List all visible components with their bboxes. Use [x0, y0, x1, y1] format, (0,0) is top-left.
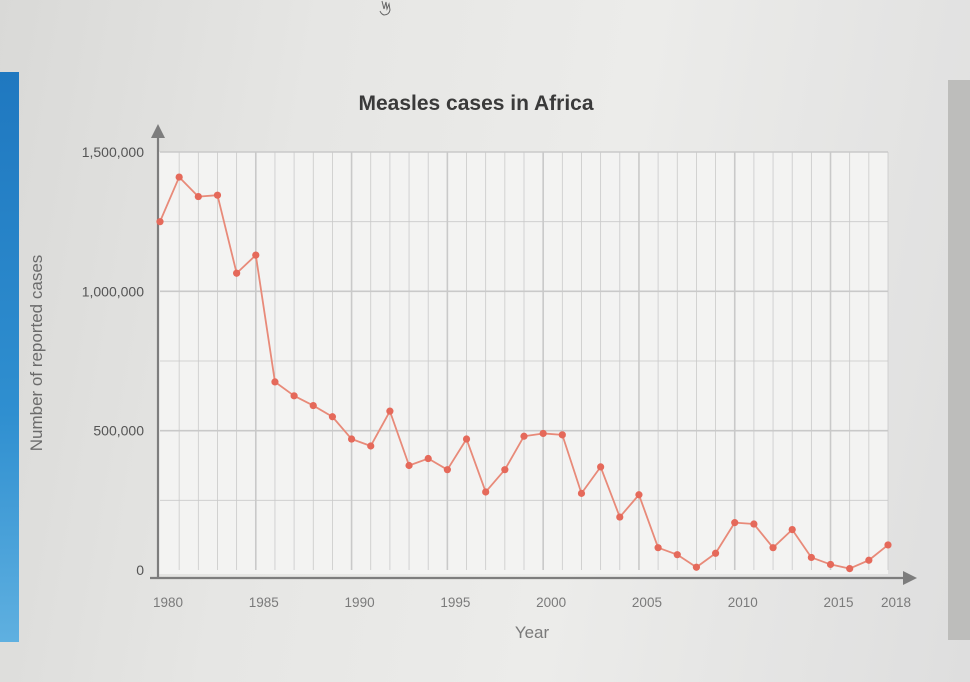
hand-cursor-icon: [379, 0, 391, 16]
data-point: [482, 488, 490, 496]
x-tick-label: 2018: [881, 595, 911, 610]
data-point: [347, 435, 356, 443]
y-axis-label: Number of reported cases: [27, 255, 46, 452]
data-point: [156, 218, 164, 226]
y-tick-labels: 0 500,000 1,000,000 1,500,000: [82, 144, 145, 578]
data-point: [520, 432, 528, 440]
data-point: [367, 442, 375, 450]
data-point: [271, 378, 279, 386]
left-blue-panel-edge: [0, 72, 19, 642]
data-point: [328, 413, 337, 421]
axes: [150, 124, 917, 585]
data-point: [769, 544, 777, 552]
y-tick-label: 1,500,000: [82, 144, 144, 160]
x-tick-label: 1990: [345, 595, 375, 610]
data-point: [309, 401, 317, 410]
data-point: [424, 454, 432, 463]
data-point: [233, 269, 241, 277]
data-point: [290, 392, 298, 400]
y-tick-label: 1,000,000: [82, 283, 144, 299]
data-point: [788, 525, 796, 534]
x-tick-label: 1985: [249, 595, 279, 610]
data-point: [692, 563, 701, 571]
data-point: [175, 173, 183, 181]
chart-title: Measles cases in Africa: [358, 92, 593, 115]
data-point: [731, 519, 739, 527]
x-tick-label: 2010: [728, 595, 758, 610]
data-point: [865, 556, 873, 564]
data-point: [711, 549, 720, 557]
x-tick-label: 2005: [632, 595, 662, 610]
data-point: [826, 560, 835, 569]
data-point: [443, 466, 451, 474]
right-panel-edge: [948, 80, 970, 640]
data-point: [501, 466, 509, 474]
data-point: [884, 541, 892, 549]
x-tick-label: 2000: [536, 595, 566, 610]
data-point: [673, 551, 681, 559]
data-point: [558, 431, 566, 439]
x-tick-labels: 1980 1985 1990 1995 2000 2005 2010 2015 2018: [153, 595, 911, 610]
plot-area: [158, 152, 888, 574]
grid-lines: [160, 151, 889, 570]
x-axis-label: Year: [515, 623, 550, 642]
data-point: [750, 520, 758, 528]
data-point: [577, 489, 586, 497]
y-tick-label: 500,000: [93, 423, 144, 439]
data-point: [386, 407, 394, 415]
data-point: [616, 513, 624, 521]
data-point: [213, 191, 222, 199]
series-layer: [156, 173, 892, 573]
data-point: [405, 461, 413, 470]
data-point: [597, 463, 605, 471]
data-point: [635, 491, 643, 499]
data-point: [194, 192, 202, 201]
data-point: [252, 251, 260, 259]
data-point: [539, 429, 547, 438]
y-tick-label: 0: [136, 562, 144, 578]
data-point: [462, 435, 471, 443]
x-tick-label: 1980: [153, 595, 183, 610]
data-point: [807, 553, 815, 562]
y-axis-arrow-icon: [151, 124, 165, 138]
x-axis-arrow-icon: [903, 571, 917, 585]
data-point: [846, 565, 854, 573]
data-point: [654, 544, 662, 552]
x-tick-label: 2015: [824, 595, 854, 610]
x-tick-label: 1995: [440, 595, 470, 610]
